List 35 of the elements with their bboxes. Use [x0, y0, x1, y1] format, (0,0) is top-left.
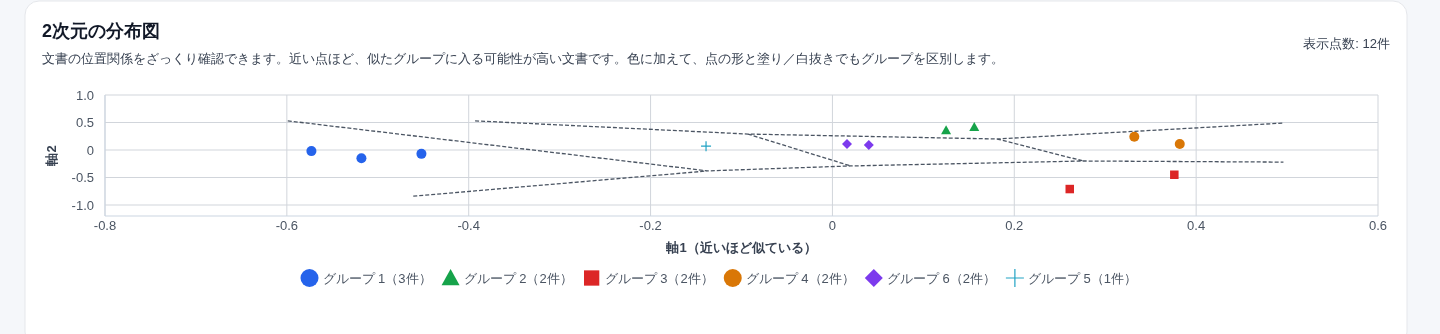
point	[416, 148, 427, 159]
x-tick-label: -0.8	[93, 218, 117, 233]
legend-label: グループ 5（1件）	[1027, 271, 1137, 286]
y-tick-label: 0	[86, 142, 94, 158]
point	[1174, 138, 1185, 149]
point	[841, 138, 852, 149]
x-tick-label: -0.4	[457, 218, 480, 233]
y-tick-label: -1.0	[71, 197, 94, 213]
point	[700, 140, 712, 152]
point	[306, 146, 317, 157]
point	[356, 153, 367, 164]
x-tick-label: 0.4	[1187, 218, 1206, 233]
point	[969, 121, 980, 131]
legend-label: グループ 2（2件）	[463, 271, 573, 286]
chart-title: 2次元の分布図	[42, 21, 161, 41]
y-tick-label: -0.5	[71, 170, 94, 185]
x-axis-title: 軸1（近いほど似ている）	[665, 240, 817, 255]
point	[1170, 170, 1179, 179]
point	[941, 125, 952, 135]
point	[863, 140, 874, 151]
y-tick-label: 0.5	[75, 115, 94, 130]
x-tick-label: -0.2	[639, 218, 662, 233]
x-tick-label: 0	[828, 218, 837, 233]
point	[1129, 131, 1140, 142]
legend-label: グループ 3（2件）	[604, 271, 714, 286]
legend-label: グループ 4（2件）	[745, 271, 855, 286]
x-tick-label: -0.6	[275, 218, 299, 233]
y-axis-title: 軸2	[44, 145, 59, 167]
y-tick-label: 1.0	[75, 87, 94, 103]
legend-label: グループ 1（3件）	[322, 271, 432, 286]
x-tick-label: 0.6	[1368, 218, 1388, 233]
x-tick-label: 0.2	[1005, 218, 1024, 233]
chart-subtitle: 文書の位置関係をざっくり確認できます。近い点ほど、似たグループに入る可能性が高い文書です。色に加えて、点の形と塗り／白抜きでもグループを区別します。	[42, 51, 1004, 66]
text: 表示点数: 12件	[1303, 36, 1390, 51]
legend-label: グループ 6（2件）	[886, 271, 996, 286]
